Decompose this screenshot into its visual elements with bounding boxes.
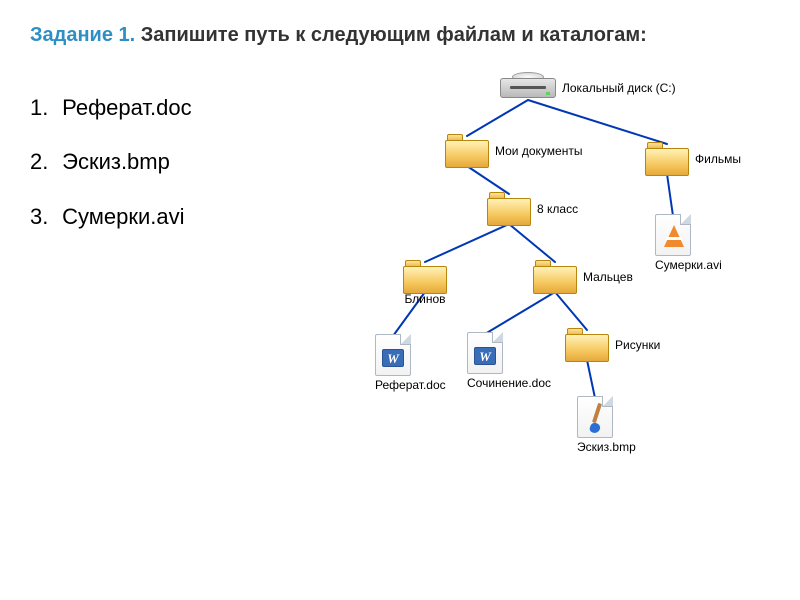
avi-icon [655,214,691,256]
node-label: Реферат.doc [375,378,411,392]
doc-icon: W [467,332,503,374]
title-rest: Запишите путь к следующим файлам и катал… [135,24,647,46]
task-title: Задание 1. Запишите путь к следующим фай… [30,24,647,47]
node-label: Фильмы [695,152,741,166]
list-item: 2. Эскиз.bmp [30,138,192,186]
bmp-icon [577,396,613,438]
tree-node-sochin: W Сочинение.doc [467,332,503,390]
disk-icon [500,74,556,102]
tree-node-referat: W Реферат.doc [375,334,411,392]
list-text: Эскиз.bmp [62,149,170,174]
node-label: Блинов [403,292,447,306]
tree-node-maltsev: Мальцев [533,260,577,294]
file-list: 1. Реферат.doc 2. Эскиз.bmp 3. Сумерки.a… [30,84,192,247]
folder-icon [487,192,531,222]
tree-node-eskiz: Эскиз.bmp [577,396,613,454]
tree-node-root: Локальный диск (C:) [500,74,556,102]
folder-icon [645,142,689,172]
folder-icon [403,260,447,290]
title-prefix: Задание 1. [30,24,135,46]
folder-icon [565,328,609,358]
node-label: Мои документы [495,144,582,158]
tree-node-risunki: Рисунки [565,328,609,362]
doc-icon: W [375,334,411,376]
list-item: 3. Сумерки.avi [30,193,192,241]
folder-icon [445,134,489,164]
tree-node-sumerki: Сумерки.avi [655,214,691,272]
list-number: 1. [30,84,56,132]
node-label: Сумерки.avi [655,258,691,272]
list-text: Сумерки.avi [62,204,184,229]
list-number: 2. [30,138,56,186]
node-label: Мальцев [583,270,633,284]
tree-node-films: Фильмы [645,142,689,176]
node-label: Рисунки [615,338,660,352]
list-number: 3. [30,193,56,241]
list-item: 1. Реферат.doc [30,84,192,132]
tree-node-blinov: Блинов [403,260,447,306]
tree-node-class8: 8 класс [487,192,531,226]
list-text: Реферат.doc [62,95,192,120]
file-tree-diagram: Локальный диск (C:) Мои документы Фильмы 8 … [355,74,785,454]
tree-node-mydocs: Мои документы [445,134,489,168]
node-label: Эскиз.bmp [577,440,613,454]
node-label: Локальный диск (C:) [562,81,676,95]
node-label: Сочинение.doc [467,376,503,390]
node-label: 8 класс [537,202,578,216]
folder-icon [533,260,577,290]
